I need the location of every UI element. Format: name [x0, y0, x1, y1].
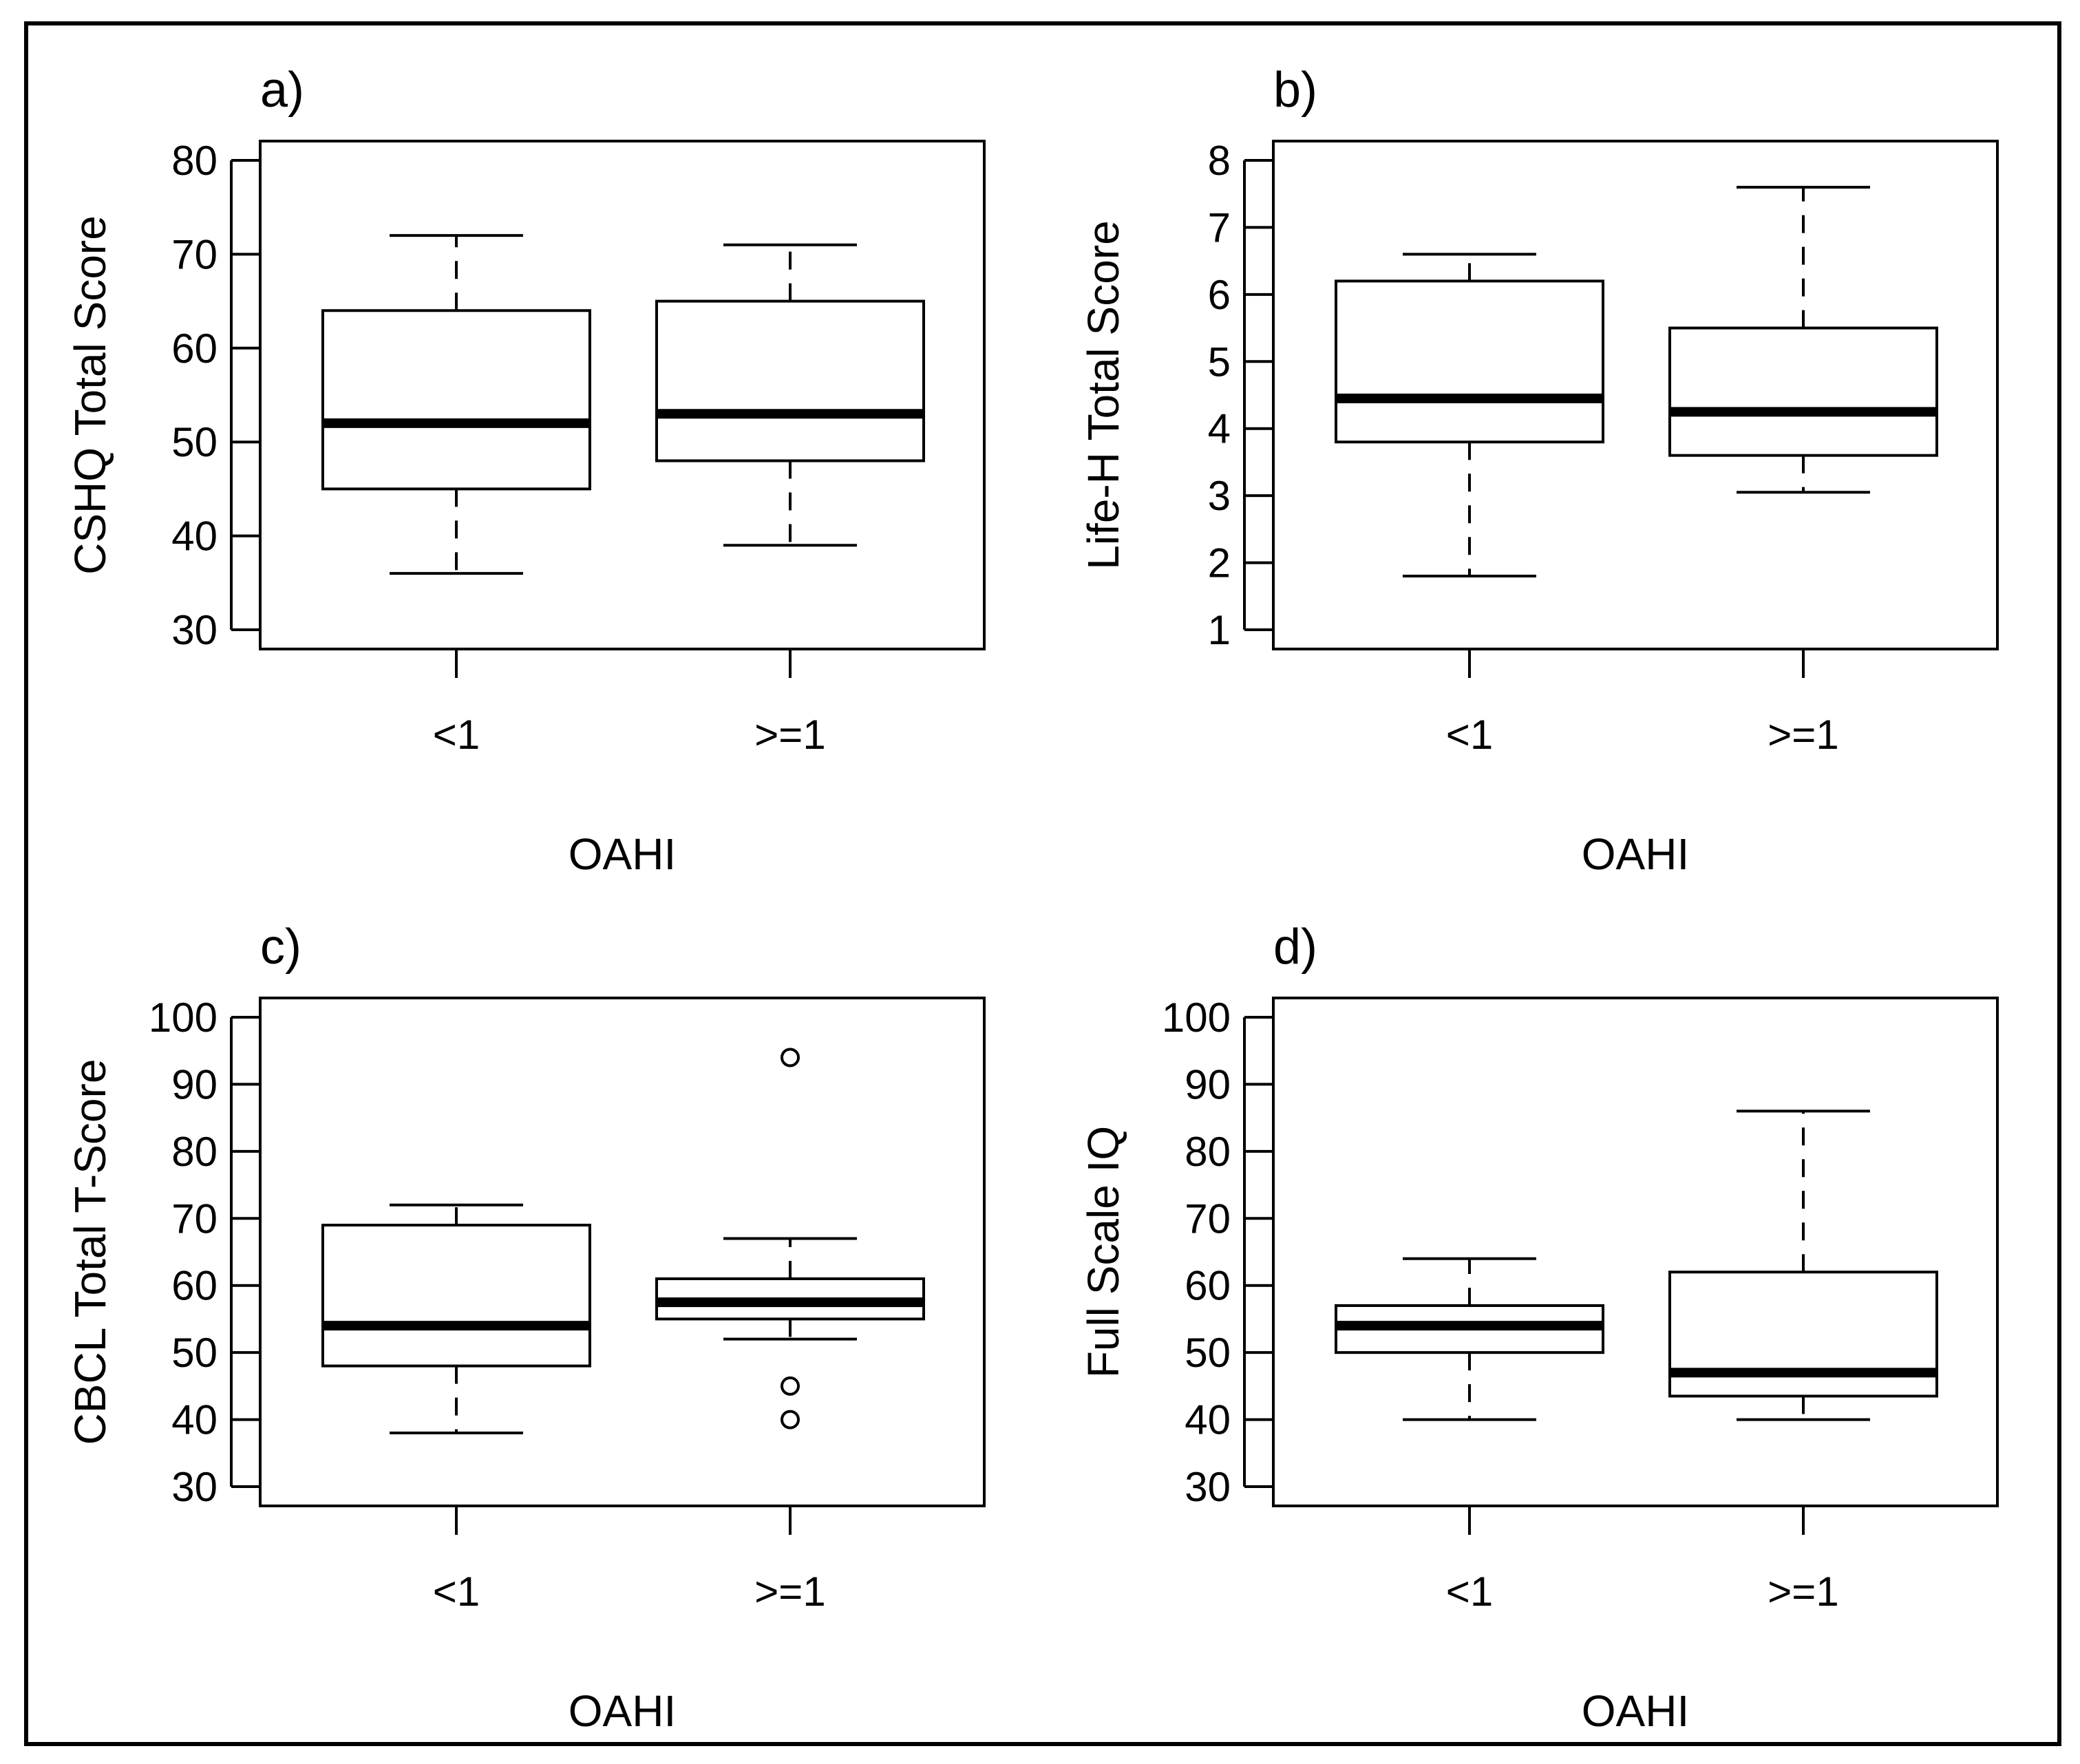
- y-tick-label: 6: [1208, 272, 1231, 318]
- outlier-point: [781, 1048, 800, 1067]
- plot-frame: [1272, 997, 1999, 1507]
- panel-label: c): [260, 920, 301, 975]
- box-ge1: [1668, 1109, 1938, 1421]
- y-tick-label: 70: [171, 1196, 217, 1242]
- plot-frame: [259, 997, 986, 1507]
- y-tick-label: 100: [1162, 995, 1231, 1041]
- y-tick-label: 30: [171, 607, 217, 653]
- y-axis-title: Full Scale IQ: [1079, 1126, 1128, 1378]
- x-tick-label: >=1: [754, 1569, 825, 1615]
- y-tick-label: 30: [171, 1464, 217, 1510]
- outlier-point: [781, 1410, 800, 1430]
- y-tick-label: 50: [171, 419, 217, 465]
- y-tick-label: 30: [1185, 1464, 1231, 1510]
- y-tick-label: 40: [1185, 1397, 1231, 1443]
- x-tick-label: <1: [1446, 712, 1493, 758]
- y-tick-label: 70: [171, 231, 217, 277]
- box-lt1: [321, 1203, 591, 1435]
- panel-c: c) 30 40 50 60 70 80 90 100 CBCL Total T-Score <1 >…: [65, 920, 986, 1736]
- box-ge1: [655, 1048, 925, 1430]
- y-tick-label: 5: [1208, 339, 1231, 385]
- y-tick-label: 40: [171, 513, 217, 560]
- y-tick-label: 3: [1208, 473, 1231, 519]
- box-lt1: [1335, 1257, 1604, 1421]
- iqr-box: [321, 309, 591, 491]
- x-tick-label: >=1: [754, 712, 825, 758]
- y-tick-label: 60: [171, 1263, 217, 1309]
- panel-b: b) 1 2 3 4 5 6 7 8 Life-H Total Score <1 >=1 OAHI: [1079, 63, 1999, 879]
- box-lt1: [1335, 253, 1604, 578]
- panel-d: d) 30 40 50 60 70 80 90 100 Full Scale IQ <1 >=1 OAH…: [1079, 920, 1999, 1736]
- panel-a: a) 30 40 50 60 70 80 CSHQ Total Score <1 >=1 OAHI: [65, 63, 986, 879]
- outlier-point: [781, 1376, 800, 1396]
- y-tick-label: 8: [1208, 138, 1231, 184]
- iqr-box: [655, 299, 925, 463]
- y-tick-label: 100: [149, 995, 217, 1041]
- y-tick-label: 90: [1185, 1061, 1231, 1107]
- panel-label: a): [260, 63, 304, 118]
- figure-frame: [24, 21, 2061, 1746]
- y-axis-title: CBCL Total T-Score: [65, 1059, 115, 1445]
- x-axis-title: OAHI: [569, 829, 676, 879]
- y-tick-label: 60: [171, 326, 217, 372]
- box-ge1: [655, 243, 925, 547]
- y-tick-label: 1: [1208, 607, 1231, 653]
- plot-frame: [1272, 140, 1999, 650]
- x-tick-label: <1: [1446, 1569, 1493, 1615]
- y-tick-label: 70: [1185, 1196, 1231, 1242]
- y-tick-label: 7: [1208, 204, 1231, 251]
- y-tick-label: 40: [171, 1397, 217, 1443]
- plot-frame: [259, 140, 986, 650]
- box-lt1: [321, 234, 591, 575]
- x-tick-label: <1: [433, 712, 480, 758]
- iqr-box: [1668, 1271, 1938, 1398]
- x-axis-title: OAHI: [1582, 1686, 1689, 1736]
- iqr-box: [1335, 279, 1604, 444]
- y-tick-label: 90: [171, 1061, 217, 1107]
- box-ge1: [1668, 185, 1938, 494]
- y-tick-label: 80: [171, 138, 217, 184]
- y-tick-label: 50: [171, 1330, 217, 1376]
- y-tick-label: 80: [1185, 1129, 1231, 1175]
- x-tick-label: >=1: [1768, 712, 1838, 758]
- y-tick-label: 80: [171, 1129, 217, 1175]
- iqr-box: [321, 1224, 591, 1368]
- y-tick-label: 60: [1185, 1263, 1231, 1309]
- x-axis-title: OAHI: [569, 1686, 676, 1736]
- y-axis-title: Life-H Total Score: [1079, 220, 1128, 570]
- panel-label: d): [1273, 920, 1317, 975]
- y-tick-label: 50: [1185, 1330, 1231, 1376]
- y-axis-title: CSHQ Total Score: [65, 215, 115, 575]
- y-tick-label: 2: [1208, 540, 1231, 586]
- x-tick-label: >=1: [1768, 1569, 1838, 1615]
- panel-label: b): [1273, 63, 1317, 118]
- x-tick-label: <1: [433, 1569, 480, 1615]
- iqr-box: [1668, 326, 1938, 457]
- x-axis-title: OAHI: [1582, 829, 1689, 879]
- y-tick-label: 4: [1208, 406, 1231, 452]
